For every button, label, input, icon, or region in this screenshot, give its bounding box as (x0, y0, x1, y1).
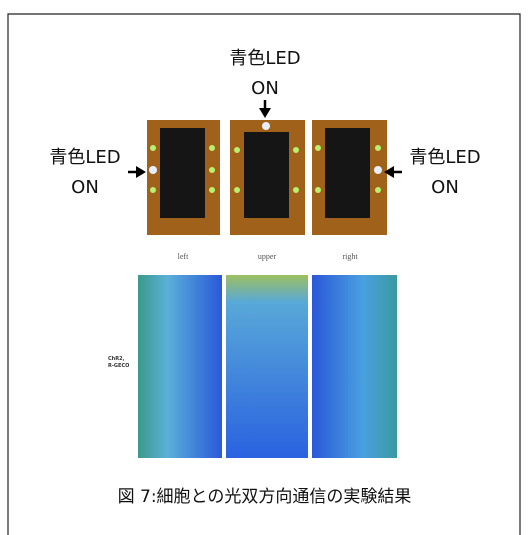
figure-caption: 図 7:細胞との光双方向通信の実験結果 (0, 482, 529, 507)
heatmaps (138, 275, 397, 458)
annotation-text: ON (390, 173, 500, 203)
row-label-line: ChR2, (108, 356, 129, 363)
annotation-text: 青色LED (390, 143, 500, 173)
annotation-text: ON (210, 74, 320, 104)
figure-page: 青色LEDON 青色LEDON 青色LEDON left upper right… (0, 0, 529, 535)
annotation-text: ON (30, 173, 140, 203)
device-photos (147, 120, 387, 235)
annotation-text: 青色LED (210, 44, 320, 74)
row-label-line: R-GECO (108, 363, 129, 370)
panel-label: left (143, 252, 223, 261)
panel-label: upper (227, 252, 307, 261)
annotation-text: 青色LED (30, 143, 140, 173)
panel-label: right (310, 252, 390, 261)
row-label: ChR2,R-GECO (108, 356, 129, 370)
